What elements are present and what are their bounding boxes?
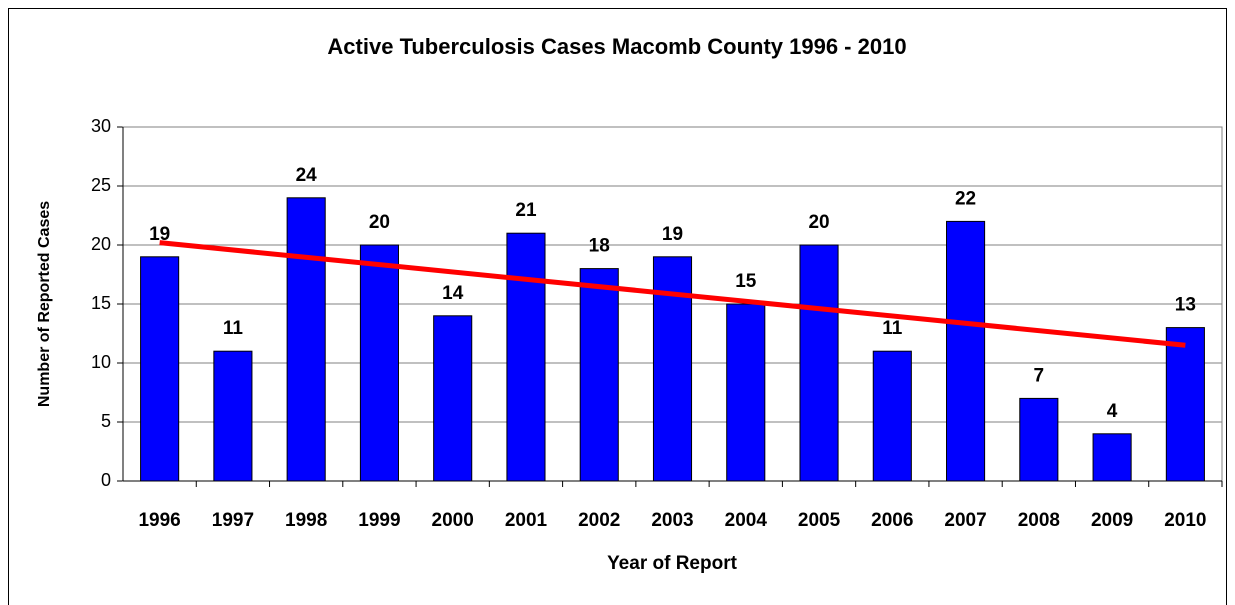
data-label: 18	[589, 236, 610, 257]
data-label: 15	[735, 271, 757, 292]
y-tick-label: 10	[91, 352, 111, 372]
x-tick-label: 2005	[798, 510, 841, 531]
x-tick-label: 2001	[505, 510, 548, 531]
x-tick-label: 2010	[1164, 510, 1206, 531]
x-tick-label: 1999	[358, 510, 400, 531]
bar	[726, 303, 766, 482]
data-label: 7	[1034, 365, 1045, 386]
x-tick-label: 2004	[725, 510, 768, 531]
x-tick-label: 1997	[212, 510, 254, 531]
x-tick-label: 2008	[1018, 510, 1060, 531]
x-tick-label: 2003	[651, 510, 693, 531]
y-tick-label: 25	[91, 175, 111, 195]
data-label: 13	[1175, 295, 1196, 316]
x-tick-label: 2006	[871, 510, 913, 531]
bar	[579, 268, 619, 482]
x-tick-label: 1996	[138, 510, 180, 531]
bar	[506, 232, 546, 482]
trendline	[159, 240, 1186, 348]
data-label: 14	[442, 283, 464, 304]
bar	[1019, 397, 1059, 482]
x-tick-label: 2002	[578, 510, 620, 531]
x-tick-label: 1998	[285, 510, 327, 531]
x-axis-title: Year of Report	[607, 553, 738, 574]
x-tick-label: 2009	[1091, 510, 1133, 531]
data-label: 11	[882, 318, 903, 339]
data-label: 19	[149, 224, 170, 245]
y-axis-title: Number of Reported Cases	[36, 201, 53, 407]
data-label: 21	[515, 200, 537, 221]
y-tick-label: 20	[91, 234, 111, 254]
y-tick-label: 30	[91, 116, 111, 136]
data-label: 20	[369, 212, 390, 233]
data-label: 19	[662, 224, 683, 245]
bar	[359, 244, 399, 482]
bar	[140, 256, 180, 482]
data-label: 4	[1107, 401, 1118, 422]
bar	[872, 350, 912, 482]
y-tick-label: 15	[91, 293, 111, 313]
bar	[286, 197, 326, 482]
bar	[433, 315, 473, 482]
chart-title: Active Tuberculosis Cases Macomb County …	[327, 34, 906, 59]
data-label: 20	[808, 212, 829, 233]
bar	[946, 220, 986, 482]
bar	[213, 350, 253, 482]
x-tick-label: 2000	[432, 510, 474, 531]
data-label: 24	[296, 165, 318, 186]
bar	[1165, 327, 1205, 482]
data-label: 11	[223, 318, 244, 339]
bar	[1092, 433, 1132, 482]
chart-border	[8, 8, 1227, 605]
y-tick-label: 5	[101, 411, 111, 431]
data-label: 22	[955, 188, 976, 209]
bar	[799, 244, 839, 482]
y-tick-label: 0	[101, 470, 111, 490]
x-tick-label: 2007	[944, 510, 986, 531]
